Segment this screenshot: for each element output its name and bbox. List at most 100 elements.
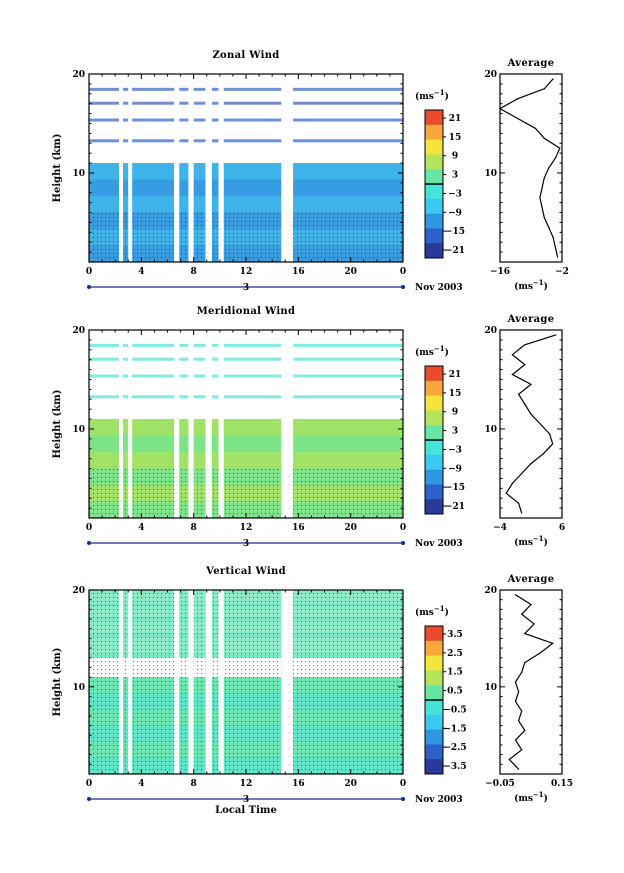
field-band: [89, 179, 403, 197]
colorbar-unit: (ms−1): [415, 88, 449, 102]
profile-y-label: 10: [484, 169, 497, 179]
x-tick-label: 0: [86, 779, 92, 789]
upper-strip: [89, 374, 403, 378]
colorbar-tick-label: −21: [445, 502, 465, 512]
profile-point: [521, 512, 523, 514]
profile-point: [552, 236, 554, 238]
profile-frame: [499, 589, 563, 775]
profile-point: [543, 137, 545, 139]
contour-texture: [89, 468, 403, 518]
field-band: [89, 452, 403, 469]
x-tick-label: 8: [191, 779, 197, 789]
profile-point: [514, 700, 517, 702]
colorbar-tick-label: −2.5: [443, 743, 466, 753]
profile-x-label: −0.05: [485, 779, 514, 789]
date-line-end: [401, 285, 405, 289]
profile-point: [530, 603, 532, 606]
profile-point: [521, 671, 523, 673]
data-gap: [174, 330, 180, 518]
x-tick-label: 4: [138, 267, 144, 277]
colorbar-swatch: [425, 640, 443, 657]
x-tick-label: 12: [240, 779, 253, 789]
profile-point: [559, 147, 561, 149]
profile-point: [552, 642, 554, 644]
profile-point: [517, 98, 519, 100]
colorbar-tick-label: 15: [449, 133, 462, 143]
colorbar-swatch: [425, 670, 443, 686]
field-band: [89, 419, 403, 436]
contour-texture: [89, 590, 403, 774]
profile-frame: [499, 73, 563, 263]
profile-point: [524, 632, 526, 635]
x-tick-label: 20: [344, 779, 357, 789]
colorbar-unit: (ms−1): [415, 344, 449, 358]
profile-point: [543, 216, 545, 219]
profile-point: [541, 206, 543, 209]
x-tick-label: 0: [400, 523, 406, 533]
x-tick-label: 8: [191, 523, 197, 533]
upper-strip: [89, 101, 403, 105]
profile-point: [533, 623, 535, 625]
profile-point: [539, 652, 541, 654]
data-gap: [128, 590, 133, 774]
colorbar-swatch: [425, 700, 443, 716]
panel-title: Vertical Wind: [205, 566, 286, 577]
colorbar-tick-label: 9: [452, 408, 458, 418]
data-gap: [188, 330, 194, 518]
profile-title: Average: [507, 314, 555, 325]
colorbar-swatch: [425, 213, 443, 229]
colorbar-tick-label: 3: [452, 427, 458, 437]
data-gap: [205, 74, 212, 262]
colorbar-tick-label: −3: [448, 189, 462, 199]
colorbar-tick-label: 21: [449, 370, 462, 380]
profile-point: [514, 681, 517, 683]
profile-y-label: 20: [484, 326, 497, 336]
colorbar-tick-label: 3: [452, 171, 458, 181]
profile-point: [542, 453, 545, 455]
colorbar-swatch: [425, 469, 443, 485]
colorbar-tick-label: −15: [445, 227, 465, 237]
profile-line: [505, 334, 556, 514]
colorbar-swatch: [425, 184, 443, 200]
profile-point: [530, 462, 532, 465]
contour-texture: [89, 212, 403, 262]
data-gap: [119, 590, 124, 774]
profile-point: [521, 749, 523, 751]
data-gap: [205, 590, 212, 774]
x-tick-label: 20: [344, 267, 357, 277]
colorbar-swatch: [425, 395, 443, 411]
colorbar-swatch: [425, 243, 443, 259]
colorbar-swatch: [425, 685, 443, 701]
upper-strip: [89, 395, 403, 399]
date-line-end: [87, 541, 91, 545]
upper-strip: [89, 139, 403, 143]
colorbar-tick-label: −3.5: [443, 762, 466, 772]
colorbar-tick-label: −15: [445, 483, 465, 493]
profile-x-axis-label: (ms−1): [514, 534, 548, 548]
date-label: Nov 2003: [415, 283, 463, 293]
x-tick-label: 12: [240, 523, 253, 533]
date-line-end: [401, 797, 405, 801]
upper-strip: [89, 118, 403, 122]
data-gap: [188, 590, 194, 774]
colorbar-tick-label: 15: [449, 389, 462, 399]
profile-point: [555, 334, 557, 336]
profile-point: [518, 691, 520, 693]
colorbar-swatch: [425, 626, 443, 642]
profile-point: [530, 383, 532, 386]
colorbar-tick-label: −3: [448, 445, 462, 455]
data-gap: [205, 330, 212, 518]
panel-2: Meridional Wind 0 4 8 12 16 20 0 20 10 Height (km)…: [52, 306, 565, 549]
profile-point: [521, 472, 523, 475]
colorbar-tick-label: 2.5: [447, 649, 463, 659]
profile-point: [521, 710, 523, 712]
date-label: Nov 2003: [415, 539, 463, 549]
profile-point: [524, 729, 526, 732]
y-tick-label: 20: [72, 70, 85, 80]
data-gap: [281, 74, 294, 262]
profile-point: [508, 758, 510, 761]
data-gap: [188, 74, 194, 262]
profile-point: [511, 354, 513, 356]
profile-point: [548, 167, 550, 169]
x-tick-label: 0: [86, 267, 92, 277]
